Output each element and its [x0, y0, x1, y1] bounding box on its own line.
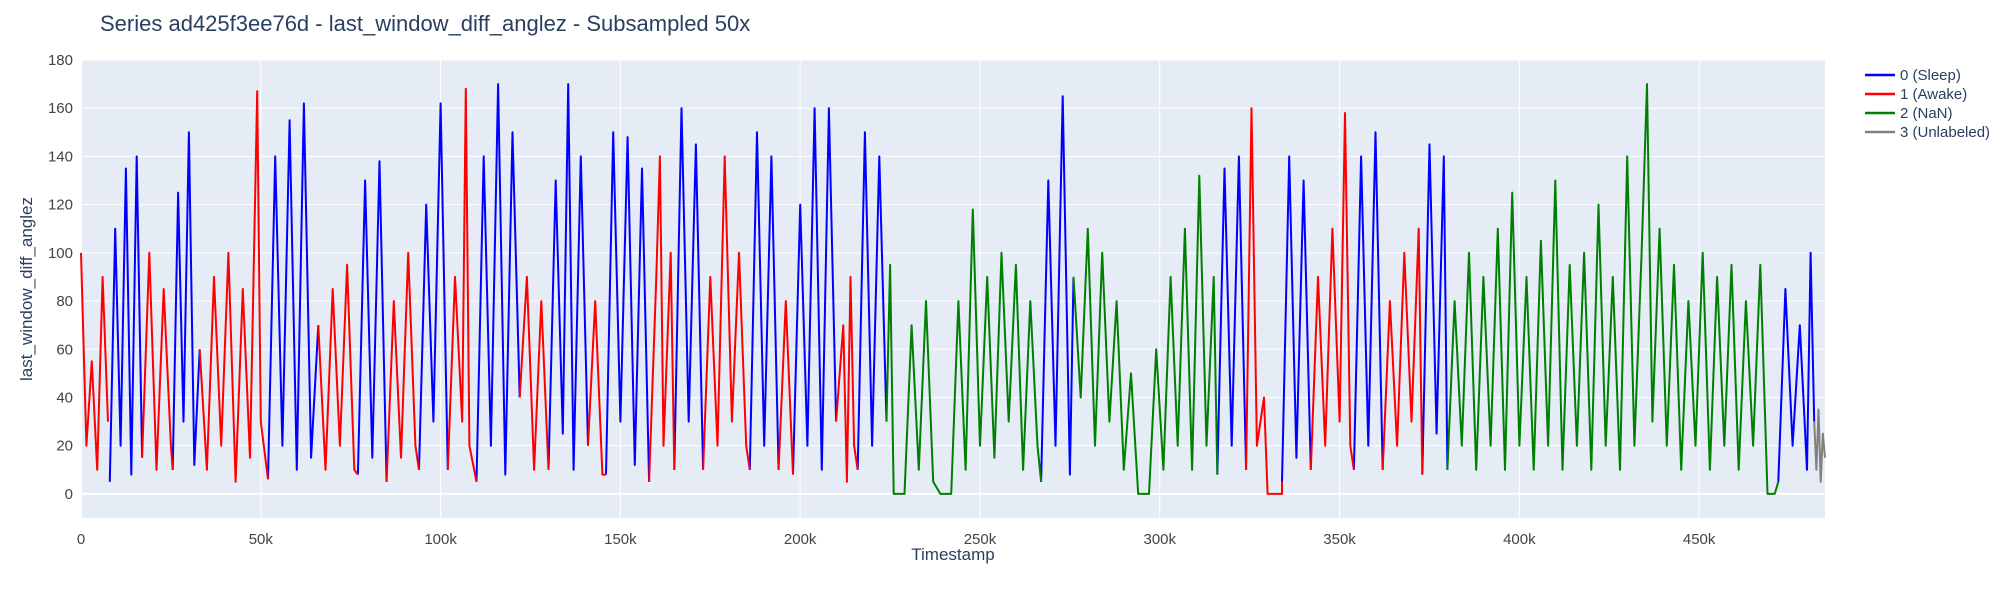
- series-line: [141, 251, 174, 471]
- series-line: [1245, 107, 1283, 495]
- series-line: [605, 131, 651, 482]
- series-2: [885, 83, 1780, 495]
- series-line: [777, 300, 794, 475]
- series-layer: [80, 83, 1826, 495]
- series-line: [171, 131, 201, 470]
- series-1: [80, 87, 1424, 495]
- series-line: [1446, 83, 1780, 495]
- tick-labels: 0 20 40 60 80 100 120 140 160 180 0 50k 100k 150k 200k…: [48, 52, 1716, 548]
- x-tick-label: 150k: [604, 531, 637, 548]
- series-line: [1281, 155, 1312, 482]
- series-line: [198, 90, 269, 483]
- legend-item[interactable]: 3 (Unlabeled): [1865, 124, 1990, 141]
- series-0: [108, 83, 1816, 482]
- y-tick-label: 120: [48, 197, 73, 214]
- series-line: [792, 107, 838, 475]
- y-tick-label: 140: [48, 148, 73, 165]
- y-tick-label: 180: [48, 52, 73, 69]
- series-line: [446, 87, 478, 482]
- legend-label: 0 (Sleep): [1900, 67, 1961, 84]
- y-tick-label: 80: [56, 293, 73, 310]
- legend-label: 1 (Awake): [1900, 86, 1967, 103]
- y-tick-label: 100: [48, 245, 73, 262]
- series-line: [317, 263, 359, 476]
- series-line: [80, 252, 109, 471]
- y-axis-title: last_window_diff_anglez: [17, 197, 36, 381]
- y-tick-label: 160: [48, 100, 73, 117]
- chart-title: Series ad425f3ee76d - last_window_diff_a…: [100, 11, 750, 36]
- x-tick-label: 300k: [1143, 531, 1176, 548]
- y-tick-label: 40: [56, 389, 73, 406]
- x-tick-label: 100k: [424, 531, 457, 548]
- series-line: [1381, 227, 1424, 475]
- y-tick-label: 60: [56, 341, 73, 358]
- series-line: [418, 102, 449, 470]
- series-line: [587, 300, 606, 476]
- series-line: [702, 155, 751, 470]
- series-line: [1777, 251, 1816, 482]
- legend[interactable]: 0 (Sleep) 1 (Awake) 2 (NaN) 3 (Unlabeled): [1865, 67, 1990, 141]
- series-line: [1309, 112, 1355, 470]
- series-line: [1813, 408, 1826, 483]
- legend-label: 2 (NaN): [1900, 105, 1953, 122]
- series-line: [547, 83, 589, 471]
- series-line: [475, 83, 521, 482]
- series-line: [385, 251, 420, 482]
- y-tick-label: 20: [56, 438, 73, 455]
- series-line: [648, 155, 676, 482]
- series-line: [1352, 131, 1384, 470]
- series-line: [1072, 174, 1219, 495]
- series-line: [1216, 155, 1248, 475]
- series-line: [267, 102, 320, 480]
- series-line: [885, 208, 1043, 495]
- x-tick-label: 400k: [1503, 531, 1536, 548]
- series-line: [518, 275, 550, 471]
- y-tick-label: 0: [65, 486, 73, 503]
- legend-item[interactable]: 0 (Sleep): [1865, 67, 1961, 84]
- series-line: [673, 107, 705, 470]
- series-3: [1813, 408, 1826, 483]
- x-tick-label: 250k: [964, 531, 997, 548]
- series-line: [1421, 143, 1449, 475]
- x-tick-label: 0: [77, 531, 85, 548]
- legend-item[interactable]: 1 (Awake): [1865, 86, 1967, 103]
- series-line: [356, 160, 388, 482]
- x-tick-label: 350k: [1323, 531, 1356, 548]
- x-tick-label: 200k: [784, 531, 817, 548]
- legend-label: 3 (Unlabeled): [1900, 124, 1990, 141]
- series-line: [1040, 95, 1075, 482]
- x-tick-label: 50k: [249, 531, 274, 548]
- x-tick-label: 450k: [1683, 531, 1716, 548]
- series-line: [856, 131, 888, 470]
- series-line: [748, 131, 780, 470]
- series-line: [108, 155, 144, 482]
- x-axis-title: Timestamp: [911, 545, 994, 564]
- series-line: [835, 275, 859, 483]
- legend-item[interactable]: 2 (NaN): [1865, 105, 1953, 122]
